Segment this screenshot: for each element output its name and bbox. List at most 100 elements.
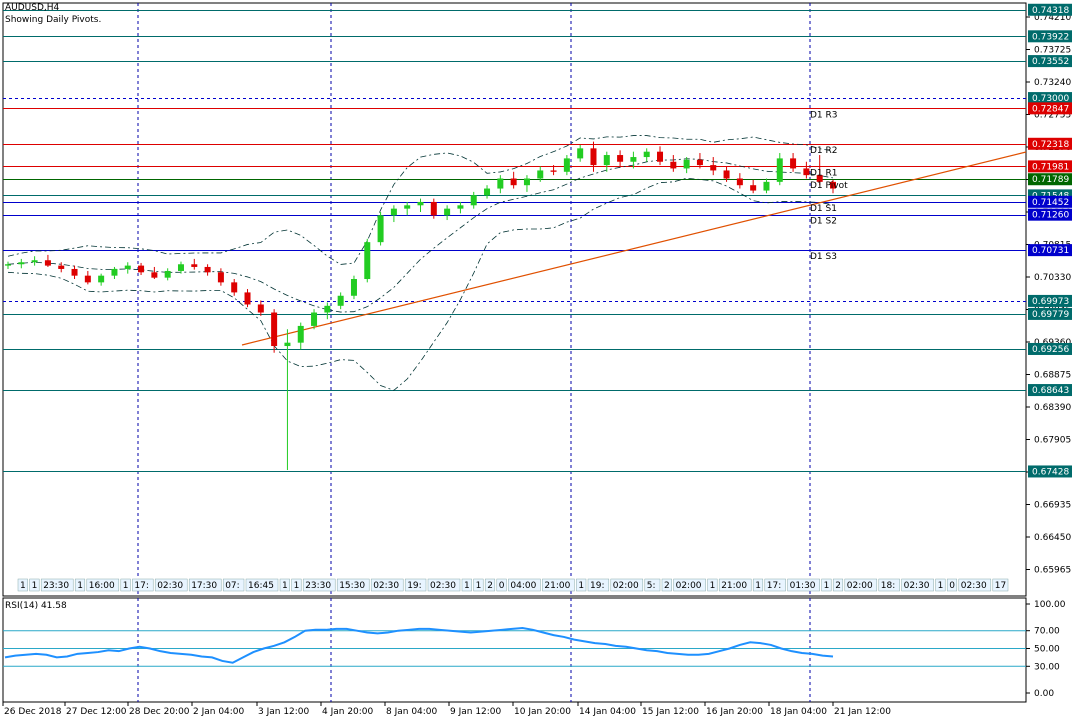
candle-body <box>603 155 610 166</box>
session-tag <box>878 578 900 592</box>
candle-body <box>124 265 131 269</box>
session-tag <box>644 578 661 592</box>
session-tag <box>496 578 507 592</box>
session-tag-label: 1 <box>938 581 944 591</box>
time-tick-label: 21 Jan 12:00 <box>834 707 891 717</box>
candle-body <box>790 158 797 169</box>
session-tag-label: 1 <box>755 581 761 591</box>
price-level-tag-label: 0.73922 <box>1032 32 1069 42</box>
candle-body <box>191 264 198 267</box>
candle-body <box>417 201 424 206</box>
session-tag <box>752 578 764 592</box>
pivot-label: D1 S1 <box>810 204 837 214</box>
session-tag-label: 02:30 <box>904 581 930 591</box>
price-level-tag <box>1028 173 1072 186</box>
session-tag <box>946 578 958 592</box>
session-tag-label: 02:00 <box>847 581 873 591</box>
price-level-tag-label: 0.67428 <box>1032 467 1069 477</box>
session-tag <box>461 578 472 592</box>
candle-body <box>71 268 78 276</box>
candle-body <box>484 188 491 196</box>
session-tag <box>245 578 279 592</box>
session-tag <box>901 578 934 592</box>
rsi-tick-label: 100.00 <box>1034 600 1066 610</box>
session-tag <box>473 578 484 592</box>
candle-body <box>390 208 397 216</box>
price-level-tag <box>1028 30 1072 43</box>
session-tag-label: 2 <box>835 581 841 591</box>
candle-body <box>710 165 717 171</box>
session-tag-label: 02:30 <box>961 581 987 591</box>
price-level-tag-label: 0.71789 <box>1032 175 1069 185</box>
session-tag-label: 1 <box>32 581 38 591</box>
candle-body <box>404 205 411 209</box>
candle-body <box>177 264 184 271</box>
candle-body <box>18 262 25 265</box>
price-level-tag <box>1028 55 1072 68</box>
price-level-tag <box>1028 465 1072 478</box>
candle-body <box>683 159 690 169</box>
session-tag <box>821 578 832 592</box>
price-level-tag-label: 0.74318 <box>1032 6 1069 16</box>
session-tag-label: 21:00 <box>544 581 570 591</box>
session-tag <box>279 578 290 592</box>
candle-body <box>736 178 743 186</box>
price-level-tag-label: 0.71981 <box>1032 162 1069 172</box>
band-line <box>7 177 834 391</box>
price-panel-frame <box>2 2 1027 597</box>
session-tag <box>86 578 120 592</box>
session-tag-label: 23:30 <box>305 581 331 591</box>
price-level-tag-label: 0.72318 <box>1032 140 1069 150</box>
candle-body <box>111 268 118 276</box>
time-tick-label: 8 Jan 04:00 <box>386 707 438 717</box>
session-tag <box>291 578 302 592</box>
price-tick-label: 0.66935 <box>1034 501 1071 511</box>
price-level-tag-label: 0.72847 <box>1032 104 1069 114</box>
session-labels: 1 1 23:30 1 16:00 1 17: 02:30 17:30 07: 16:45 1 1 23:… <box>17 578 1009 592</box>
price-tick-label: 0.67905 <box>1034 436 1071 446</box>
price-level-tag <box>1028 294 1072 307</box>
session-tag <box>673 578 706 592</box>
candle-body <box>98 275 105 283</box>
rsi-label: RSI(14) 41.58 <box>5 601 67 611</box>
price-level-tag-label: 0.71260 <box>1032 211 1069 221</box>
session-tag <box>992 578 1009 592</box>
price-tick-label: 0.74210 <box>1034 13 1071 23</box>
session-tag-label: 02:00 <box>676 581 702 591</box>
session-tag <box>154 578 188 592</box>
time-tick-label: 4 Jan 20:00 <box>322 707 374 717</box>
candle-body <box>58 265 65 269</box>
rsi-tick-label: 70.00 <box>1034 627 1060 637</box>
session-tag <box>74 578 86 592</box>
price-level-tag-label: 0.70731 <box>1032 246 1069 256</box>
session-tag <box>610 578 644 592</box>
session-tag-label: 18: <box>881 581 895 591</box>
price-tick-label: 0.68875 <box>1034 371 1071 381</box>
session-tag-label: 15:30 <box>339 581 365 591</box>
price-tick-label: 0.73725 <box>1034 46 1071 56</box>
session-tag <box>17 578 28 592</box>
candle-body <box>284 342 291 347</box>
price-level-tag <box>1028 92 1072 105</box>
pivot-label: D1 S2 <box>810 217 837 227</box>
session-tag <box>844 578 878 592</box>
session-tag-label: 1 <box>578 581 584 591</box>
candle-body <box>138 265 145 273</box>
time-tick-label: 2 Jan 04:00 <box>193 707 245 717</box>
pivot-label: D1 Pivot <box>810 181 848 191</box>
candle-body <box>563 158 570 172</box>
trendline <box>241 151 1027 346</box>
candle-body <box>31 260 38 263</box>
candle-body <box>350 279 357 296</box>
candle-body <box>5 264 11 266</box>
candle-body <box>231 282 238 293</box>
candle-body <box>510 178 517 186</box>
rsi-panel-frame <box>2 597 1027 703</box>
session-tag-label: 0 <box>949 581 955 591</box>
candle-body <box>244 292 251 305</box>
candle-body <box>164 270 171 278</box>
session-tag-label: 1 <box>20 581 26 591</box>
candle-body <box>257 304 264 313</box>
